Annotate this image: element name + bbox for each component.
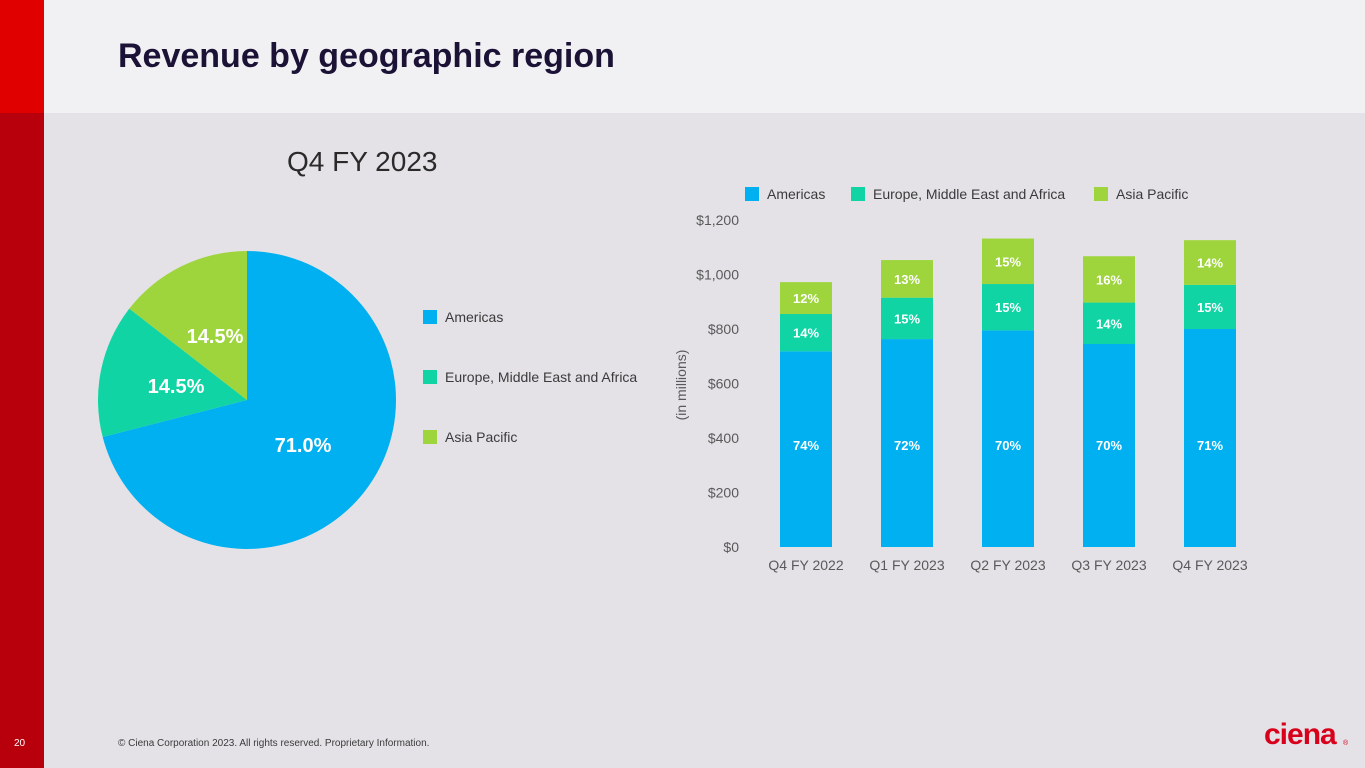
y-axis-label: (in millions) xyxy=(673,350,689,421)
y-tick-label: $600 xyxy=(708,376,739,392)
bar-legend-swatch xyxy=(1094,187,1108,201)
page-title: Revenue by geographic region xyxy=(118,37,615,75)
x-tick-label: Q2 FY 2023 xyxy=(970,557,1045,573)
pie-legend-label: Americas xyxy=(445,309,503,325)
pie-slice-1 xyxy=(102,251,397,549)
bar-segment xyxy=(780,351,832,547)
bar-segment xyxy=(1083,256,1135,303)
bar-data-label: 74% xyxy=(793,438,819,453)
pie-legend-swatch xyxy=(423,370,437,384)
bar-data-label: 70% xyxy=(995,438,1021,453)
x-tick-label: Q4 FY 2022 xyxy=(768,557,843,573)
bar-segment xyxy=(881,297,933,340)
pie-slice-3 xyxy=(129,251,247,400)
pie-legend-swatch xyxy=(423,310,437,324)
bar-segment xyxy=(881,260,933,298)
bar-legend-swatch xyxy=(851,187,865,201)
bar-data-label: 72% xyxy=(894,438,920,453)
x-tick-label: Q4 FY 2023 xyxy=(1172,557,1247,573)
bar-data-label: 13% xyxy=(894,272,920,287)
bar-data-label: 15% xyxy=(1197,300,1223,315)
pie-legend-label: Asia Pacific xyxy=(445,429,517,445)
ciena-logo: ciena xyxy=(1264,718,1337,751)
bar-segment xyxy=(1184,329,1236,547)
y-tick-label: $200 xyxy=(708,485,739,501)
bar-segment xyxy=(982,238,1034,285)
header-band xyxy=(0,0,1365,113)
pie-data-label: 14.5% xyxy=(187,326,244,348)
bar-data-label: 14% xyxy=(1096,316,1122,331)
bar-segment xyxy=(881,339,933,547)
bar-data-label: 71% xyxy=(1197,438,1223,453)
bar-data-label: 12% xyxy=(793,291,819,306)
pie-data-label: 14.5% xyxy=(148,376,205,398)
bar-segment xyxy=(780,314,832,352)
pie-data-label: 71.0% xyxy=(275,435,332,457)
bar-data-label: 15% xyxy=(995,254,1021,269)
bar-segment xyxy=(1184,284,1236,329)
x-tick-label: Q1 FY 2023 xyxy=(869,557,944,573)
bar-segment xyxy=(1184,240,1236,285)
logo-registered-mark: ® xyxy=(1343,740,1349,747)
bar-segment xyxy=(1083,302,1135,344)
pie-legend-swatch xyxy=(423,430,437,444)
bar-data-label: 15% xyxy=(995,300,1021,315)
bar-legend-label: Europe, Middle East and Africa xyxy=(873,186,1065,202)
bar-data-label: 70% xyxy=(1096,438,1122,453)
bar-data-label: 15% xyxy=(894,311,920,326)
copyright-notice: © Ciena Corporation 2023. All rights res… xyxy=(118,738,430,749)
bar-segment xyxy=(982,284,1034,331)
bar-data-label: 14% xyxy=(1197,256,1223,271)
bar-segment xyxy=(982,330,1034,547)
bar-legend-label: Asia Pacific xyxy=(1116,186,1188,202)
pie-legend-label: Europe, Middle East and Africa xyxy=(445,369,637,385)
bar-data-label: 16% xyxy=(1096,272,1122,287)
x-tick-label: Q3 FY 2023 xyxy=(1071,557,1146,573)
bar-legend-label: Americas xyxy=(767,186,825,202)
bar-legend-swatch xyxy=(745,187,759,201)
y-tick-label: $400 xyxy=(708,430,739,446)
y-tick-label: $1,000 xyxy=(696,267,739,283)
bar-data-label: 14% xyxy=(793,326,819,341)
bar-segment xyxy=(780,282,832,315)
pie-slice-2 xyxy=(98,308,248,438)
y-tick-label: $1,200 xyxy=(696,212,739,228)
y-tick-label: $800 xyxy=(708,321,739,337)
accent-bar-side xyxy=(0,113,44,768)
pie-chart-title: Q4 FY 2023 xyxy=(287,146,438,177)
y-tick-label: $0 xyxy=(723,539,739,555)
page-number: 20 xyxy=(14,738,26,749)
accent-bar-top xyxy=(0,0,44,113)
bar-segment xyxy=(1083,343,1135,547)
